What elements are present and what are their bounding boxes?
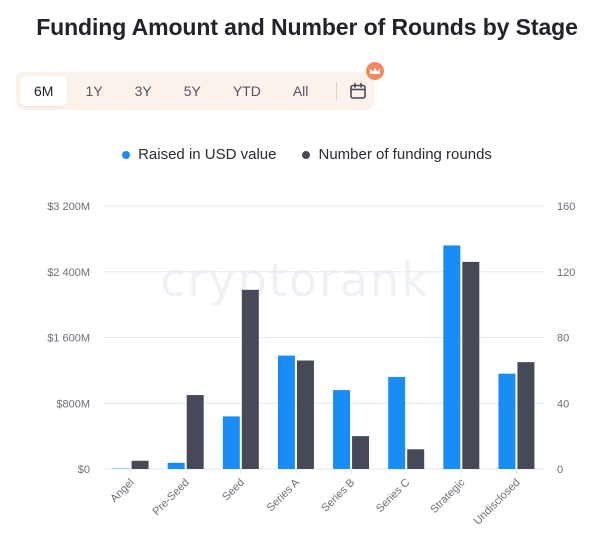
y-left-tick-label: $1 600M	[47, 333, 90, 345]
y-left-tick-label: $800M	[56, 398, 90, 410]
chart-legend: Raised in USD value Number of funding ro…	[0, 146, 614, 163]
bar-rounds	[462, 261, 480, 469]
legend-dot-rounds	[302, 150, 311, 159]
crown-icon	[366, 62, 384, 80]
x-tick-label: Series B	[319, 477, 357, 515]
y-right-tick-label: 120	[557, 267, 575, 279]
bar-rounds	[352, 436, 370, 469]
x-tick-label: Angel	[108, 477, 136, 505]
x-tick-label: Pre-Seed	[150, 477, 191, 518]
bar-rounds	[186, 395, 204, 469]
bar-rounds	[407, 449, 425, 469]
range-tab-all[interactable]: All	[292, 83, 309, 99]
x-tick-label: Strategic	[428, 476, 468, 516]
legend-dot-raised	[122, 150, 131, 159]
legend-item-raised[interactable]: Raised in USD value	[122, 146, 276, 163]
bar-rounds	[296, 360, 314, 469]
bar-rounds	[517, 362, 535, 469]
x-tick-label: Undisclosed	[472, 477, 523, 528]
y-left-tick-label: $3 200M	[47, 201, 90, 213]
y-right-tick-label: 0	[557, 464, 563, 476]
bar-rounds	[241, 289, 259, 469]
x-tick-label: Series A	[265, 476, 303, 514]
y-right-tick-label: 80	[557, 333, 569, 345]
chart-title: Funding Amount and Number of Rounds by S…	[36, 14, 578, 40]
calendar-icon[interactable]	[343, 76, 373, 106]
watermark: cryptorank	[160, 253, 430, 307]
bar-raised	[167, 462, 185, 469]
bar-raised	[277, 355, 295, 469]
legend-item-rounds[interactable]: Number of funding rounds	[302, 146, 492, 163]
bar-raised	[222, 416, 240, 469]
bar-raised	[388, 376, 406, 469]
y-right-tick-label: 160	[557, 201, 575, 213]
bar-raised	[333, 390, 351, 469]
bar-rounds	[131, 460, 149, 469]
y-right-tick-label: 40	[557, 398, 569, 410]
bar-raised	[498, 373, 516, 469]
x-tick-label: Seed	[220, 477, 247, 504]
x-tick-label: Series C	[374, 477, 412, 515]
y-left-tick-label: $0	[78, 464, 90, 476]
range-tab-ytd[interactable]: YTD	[232, 83, 261, 99]
range-tab-1y[interactable]: 1Y	[85, 83, 103, 99]
range-divider	[336, 82, 338, 100]
range-tab-3y[interactable]: 3Y	[134, 83, 152, 99]
y-left-tick-label: $2 400M	[47, 267, 90, 279]
range-tab-6m[interactable]: 6M	[20, 76, 68, 106]
bar-raised	[443, 245, 461, 469]
time-range-selector: 6M 1Y 3Y 5Y YTD All	[16, 72, 374, 110]
legend-label-raised: Raised in USD value	[138, 146, 277, 163]
range-tab-5y[interactable]: 5Y	[183, 83, 201, 99]
bar-chart: cryptorank $0 $800M $1 600M $2 400M $3 200M 0 4…	[47, 201, 575, 528]
legend-label-rounds: Number of funding rounds	[318, 146, 492, 163]
